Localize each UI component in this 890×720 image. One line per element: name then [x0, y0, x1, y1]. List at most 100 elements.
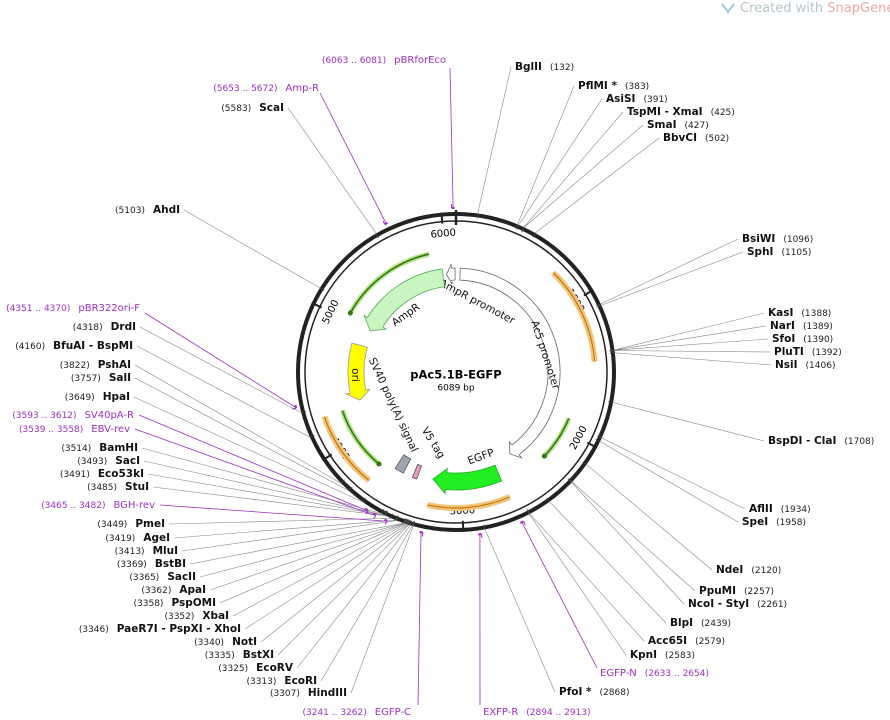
enzyme-label: NarI (1389): [770, 320, 833, 332]
enzyme-name: BlpI: [670, 617, 693, 629]
enzyme-site: (3335): [205, 651, 235, 661]
feature-arrow: [432, 464, 503, 495]
enzyme-label: (3485) StuI: [87, 481, 149, 493]
enzyme-label: (3340) NotI: [194, 636, 257, 648]
enzyme-site-tick: [395, 515, 398, 521]
enzyme-name: AflII: [749, 503, 773, 515]
enzyme-site-tick: [309, 434, 315, 438]
enzyme-site-tick: [527, 509, 531, 515]
enzyme-name: HindIII: [308, 687, 347, 699]
enzyme-name: BsiWI: [742, 233, 775, 245]
enzyme-label: (3365) SacII: [129, 571, 196, 583]
primer-leader: [449, 67, 454, 208]
enzyme-name: AsiSI: [606, 93, 635, 105]
enzyme-leader: [209, 523, 405, 591]
enzyme-leader: [601, 251, 744, 306]
enzyme-name: NdeI: [716, 564, 743, 576]
enzyme-site: (427): [685, 121, 709, 131]
enzyme-name: SphI: [747, 246, 773, 258]
enzyme-leader: [614, 338, 769, 351]
enzyme-site: (5103): [115, 206, 145, 216]
enzyme-site: (1390): [803, 335, 833, 345]
enzyme-label: TspMI - XmaI (425): [627, 106, 735, 118]
enzyme-name: BstBI: [155, 558, 186, 570]
primer-label: EGFP-N (2633 .. 2654): [600, 668, 709, 679]
enzyme-leader: [244, 524, 408, 630]
enzyme-label: (3413) MluI: [115, 545, 178, 557]
feature-label: EGFP: [466, 447, 496, 468]
enzyme-label: NsiI (1406): [775, 359, 835, 371]
enzyme-leader: [477, 66, 512, 214]
primer-name: EGFP-C: [375, 707, 411, 718]
enzyme-leader: [614, 312, 765, 351]
enzyme-name: EcoRV: [256, 662, 294, 674]
enzyme-site: (3449): [97, 520, 127, 530]
enzyme-label: SpeI (1958): [742, 516, 806, 528]
primer-arc: [519, 520, 524, 524]
enzyme-leader: [232, 523, 407, 617]
ruler-label: 5000: [321, 298, 342, 326]
enzyme-site-tick: [407, 519, 410, 525]
enzyme-name: EcoRI: [284, 675, 317, 687]
enzyme-site-tick: [483, 524, 486, 530]
orf-line: [552, 272, 596, 362]
feature-arrow: [446, 263, 456, 285]
enzyme-site: (3649): [65, 393, 95, 403]
enzyme-label: (3358) PspOMI: [134, 597, 217, 609]
enzyme-label: NdeI (2120): [716, 564, 781, 576]
enzyme-leader: [571, 482, 685, 605]
enzyme-site-tick: [362, 497, 366, 503]
enzyme-site: (2439): [701, 619, 731, 629]
primer-name: SV40pA-R: [85, 410, 134, 421]
enzyme-site: (2583): [665, 651, 695, 661]
enzyme-leader: [136, 345, 311, 438]
primer-range: (3539 .. 3558): [19, 425, 83, 435]
ruler-tick: [586, 441, 598, 449]
enzyme-name: StuI: [125, 481, 149, 493]
enzyme-site: (3352): [164, 612, 194, 622]
enzyme-name: AgeI: [143, 532, 170, 544]
primer-arc: [384, 518, 388, 522]
enzyme-leader: [350, 526, 414, 694]
enzyme-site-tick: [405, 519, 409, 525]
primer-tick: [421, 532, 424, 537]
enzyme-label: BglII (132): [515, 61, 574, 73]
enzyme-name: PspOMI: [171, 597, 216, 609]
orf-arrow-band: [542, 417, 572, 458]
primer-range: (3241 .. 3262): [302, 708, 366, 718]
enzyme-site: (3822): [60, 361, 90, 371]
enzyme-name: NotI: [232, 636, 257, 648]
enzyme-leader: [529, 513, 645, 642]
enzyme-name: Eco53kI: [98, 468, 144, 480]
primer-tick: [373, 514, 377, 519]
watermark-brand: SnapGene: [827, 1, 890, 16]
enzyme-site-tick: [411, 520, 414, 527]
enzyme-label: SphI (1105): [747, 246, 811, 258]
enzyme-name: BfuAI - BspMI: [53, 340, 133, 352]
enzyme-label: (3325) EcoRV: [218, 662, 294, 674]
primer-range: (3465 .. 3482): [41, 501, 105, 511]
enzyme-site-tick: [348, 486, 353, 491]
enzyme-leader: [152, 486, 386, 517]
enzyme-leader: [524, 124, 644, 228]
enzyme-site-tick: [319, 287, 325, 291]
enzyme-name: AhdI: [153, 204, 180, 216]
enzyme-site: (3369): [117, 560, 147, 570]
enzyme-site: (2868): [600, 688, 630, 698]
enzyme-leader: [173, 519, 396, 539]
watermark: Created with SnapGene®: [721, 1, 890, 16]
primer-label: (3539 .. 3558) EBV-rev: [19, 424, 130, 435]
ruler-tick: [461, 520, 465, 532]
primer-name: EBV-rev: [91, 424, 130, 435]
enzyme-label: (5583) ScaI: [221, 102, 284, 114]
feature-label: ori: [349, 368, 361, 382]
enzyme-name: SpeI: [742, 516, 768, 528]
primer-leader: [417, 533, 422, 706]
enzyme-leader: [219, 523, 406, 604]
enzyme-leader: [199, 523, 405, 578]
enzyme-label: (4318) DrdI: [73, 321, 136, 333]
primer-range: (4351 .. 4370): [6, 304, 70, 314]
enzyme-site: (502): [705, 134, 729, 144]
enzyme-leader: [614, 325, 767, 351]
enzyme-leader: [139, 326, 302, 413]
